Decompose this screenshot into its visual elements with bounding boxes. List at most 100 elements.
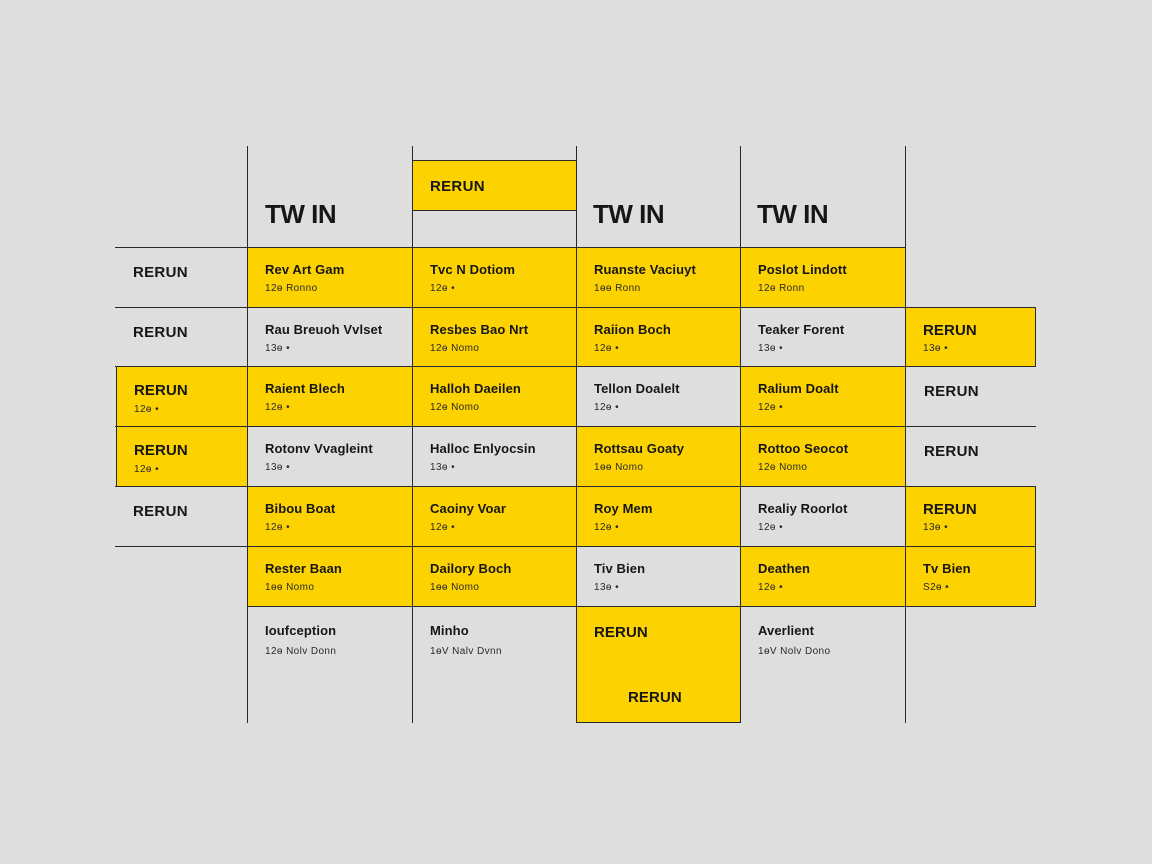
cell-title: Ioufception — [265, 623, 337, 638]
schedule-cell-r3c4[interactable]: Ralium Doalt 12ɵ • — [740, 366, 906, 427]
schedule-cell-r6c3[interactable]: Tiv Bien 13ɵ • — [577, 547, 740, 606]
row-label-3: RERUN — [134, 382, 188, 399]
cell-meta: 13ɵ • — [923, 343, 948, 354]
cell-title: Dailory Boch — [430, 561, 512, 576]
cell-meta: S2ɵ • — [923, 582, 950, 593]
schedule-cell-r5c1[interactable]: Bibou Boat 12ɵ • — [247, 486, 413, 547]
cell-title: Ruanste Vaciuyt — [594, 262, 696, 277]
cell-title: Tvc N Dotiom — [430, 262, 515, 277]
cell-title: Rotonv Vvagleint — [265, 441, 373, 456]
cell-title: Ralium Doalt — [758, 381, 839, 396]
schedule-cell-r3c3[interactable]: Tellon Doalelt 12ɵ • — [577, 367, 740, 426]
cell-title: Deathen — [758, 561, 810, 576]
schedule-cell-r7c4[interactable]: Averlient 1ɵV Nolv Dono — [741, 607, 905, 707]
schedule-cell-r1c4[interactable]: Poslot Lindott 12ɵ Ronn — [740, 247, 906, 308]
cell-title: Realiy Roorlot — [758, 501, 848, 516]
cell-title: Teaker Forent — [758, 322, 845, 337]
cell-meta: 12ɵ • — [430, 283, 455, 294]
row-label-4: RERUN — [134, 442, 188, 459]
schedule-cell-r4c2[interactable]: Halloc Enlyocsin 13ɵ • — [413, 427, 576, 486]
cell-meta: 13ɵ • — [430, 462, 455, 473]
schedule-cell-r6c2[interactable]: Dailory Boch 1ɵɵ Nomo — [412, 546, 577, 607]
schedule-cell-r4c3[interactable]: Rottsau Goaty 1ɵɵ Nomo — [576, 426, 741, 487]
cell-title: Caoiny Voar — [430, 501, 506, 516]
cell-meta: 12ɵ • — [594, 343, 619, 354]
schedule-cell-r7c3[interactable]: RERUN RERUN — [576, 606, 741, 723]
schedule-cell-r5c5[interactable]: RERUN 13ɵ • — [905, 486, 1036, 547]
column-header-2-badge[interactable]: RERUN — [412, 160, 577, 211]
schedule-cell-r2c2[interactable]: Resbes Bao Nrt 12ɵ Nomo — [412, 307, 577, 367]
cell-meta: 1ɵɵ Ronn — [594, 283, 641, 294]
cell-title: Rau Breuoh Vvlset — [265, 322, 383, 337]
schedule-cell-r6c5[interactable]: Tv Bien S2ɵ • — [905, 546, 1036, 607]
cell-meta: 12ɵ • — [594, 522, 619, 533]
cell-meta: 12ɵ • — [265, 402, 290, 413]
schedule-cell-r6c1[interactable]: Rester Baan 1ɵɵ Nomo — [247, 546, 413, 607]
cell-meta: 13ɵ • — [265, 462, 290, 473]
cell-meta: 13ɵ • — [758, 343, 783, 354]
column-header-2-label: RERUN — [430, 178, 485, 195]
cell-title: Rottsau Goaty — [594, 441, 685, 456]
cell-title: Rottoo Seocot — [758, 441, 849, 456]
schedule-cell-r2c5[interactable]: RERUN 13ɵ • — [905, 307, 1036, 367]
cell-meta: 12ɵ Nolv Donn — [265, 646, 337, 657]
cell-meta: 13ɵ • — [265, 343, 290, 354]
schedule-cell-r4c4[interactable]: Rottoo Seocot 12ɵ Nomo — [740, 426, 906, 487]
cell-title: RERUN — [923, 322, 977, 339]
cell-meta: 13ɵ • — [923, 522, 948, 533]
schedule-cell-r2c4[interactable]: Teaker Forent 13ɵ • — [741, 308, 905, 366]
cell-meta: 1ɵV Nolv Dono — [758, 646, 831, 657]
schedule-cell-r2c1[interactable]: Rau Breuoh Vvlset 13ɵ • — [248, 308, 412, 366]
schedule-cell-r3c5[interactable]: RERUN — [924, 383, 979, 400]
schedule-cell-r5c4[interactable]: Realiy Roorlot 12ɵ • — [741, 487, 905, 546]
row-label-3-cell[interactable]: RERUN 12ɵ • — [116, 366, 248, 427]
schedule-cell-r6c4[interactable]: Deathen 12ɵ • — [740, 546, 906, 607]
cell-title: Poslot Lindott — [758, 262, 847, 277]
cell-meta: 12ɵ • — [265, 522, 290, 533]
cell-title: Minho — [430, 623, 469, 638]
column-header-3: TW IN — [593, 199, 665, 229]
cell-title: Averlient — [758, 623, 815, 638]
cell-title: Tellon Doalelt — [594, 381, 680, 396]
row-label-5: RERUN — [133, 503, 188, 520]
cell-title: RERUN — [923, 501, 977, 518]
schedule-cell-r1c1[interactable]: Rev Art Gam 12ɵ Ronno — [247, 247, 413, 308]
cell-title: Halloh Daeilen — [430, 381, 521, 396]
schedule-cell-r7c1[interactable]: Ioufception 12ɵ Nolv Donn — [248, 607, 412, 707]
schedule-cell-r3c1[interactable]: Raient Blech 12ɵ • — [247, 366, 413, 427]
row-label-2: RERUN — [133, 324, 188, 341]
schedule-cell-r5c2[interactable]: Caoiny Voar 12ɵ • — [412, 486, 577, 547]
column-header-4: TW IN — [757, 199, 829, 229]
cell-title: Rev Art Gam — [265, 262, 345, 277]
cell-title: Roy Mem — [594, 501, 653, 516]
cell-meta: 1ɵɵ Nomo — [594, 462, 644, 473]
cell-footer-label: RERUN — [628, 689, 682, 706]
row-label-4-cell[interactable]: RERUN 12ɵ • — [116, 426, 248, 487]
cell-meta: 12ɵ Nomo — [430, 343, 480, 354]
schedule-cell-r1c2[interactable]: Tvc N Dotiom 12ɵ • — [412, 247, 577, 308]
grid-line-col-2 — [412, 146, 413, 723]
cell-meta: 13ɵ • — [594, 582, 619, 593]
cell-meta: 12ɵ • — [758, 402, 783, 413]
schedule-cell-r7c2[interactable]: Minho 1ɵV Nalv Dvnn — [413, 607, 576, 707]
cell-meta: 12ɵ • — [594, 402, 619, 413]
cell-meta: 1ɵɵ Nomo — [430, 582, 480, 593]
cell-title: Bibou Boat — [265, 501, 336, 516]
schedule-cell-r5c3[interactable]: Roy Mem 12ɵ • — [576, 486, 741, 547]
cell-meta: 12ɵ • — [758, 582, 783, 593]
schedule-cell-r1c3[interactable]: Ruanste Vaciuyt 1ɵɵ Ronn — [576, 247, 741, 308]
cell-title: Raient Blech — [265, 381, 345, 396]
cell-title: Halloc Enlyocsin — [430, 441, 536, 456]
schedule-cell-r4c1[interactable]: Rotonv Vvagleint 13ɵ • — [248, 427, 412, 486]
row-label-1: RERUN — [133, 264, 188, 281]
row-label-4-sub: 12ɵ • — [134, 464, 159, 475]
cell-meta: 12ɵ • — [430, 522, 455, 533]
schedule-cell-r4c5[interactable]: RERUN — [924, 443, 979, 460]
cell-meta: 1ɵV Nalv Dvnn — [430, 646, 502, 657]
cell-meta: 12ɵ Ronno — [265, 283, 318, 294]
cell-title: Tv Bien — [923, 561, 971, 576]
schedule-cell-r2c3[interactable]: Raiion Boch 12ɵ • — [576, 307, 741, 367]
schedule-cell-r3c2[interactable]: Halloh Daeilen 12ɵ Nomo — [412, 366, 577, 427]
cell-title: Resbes Bao Nrt — [430, 322, 529, 337]
